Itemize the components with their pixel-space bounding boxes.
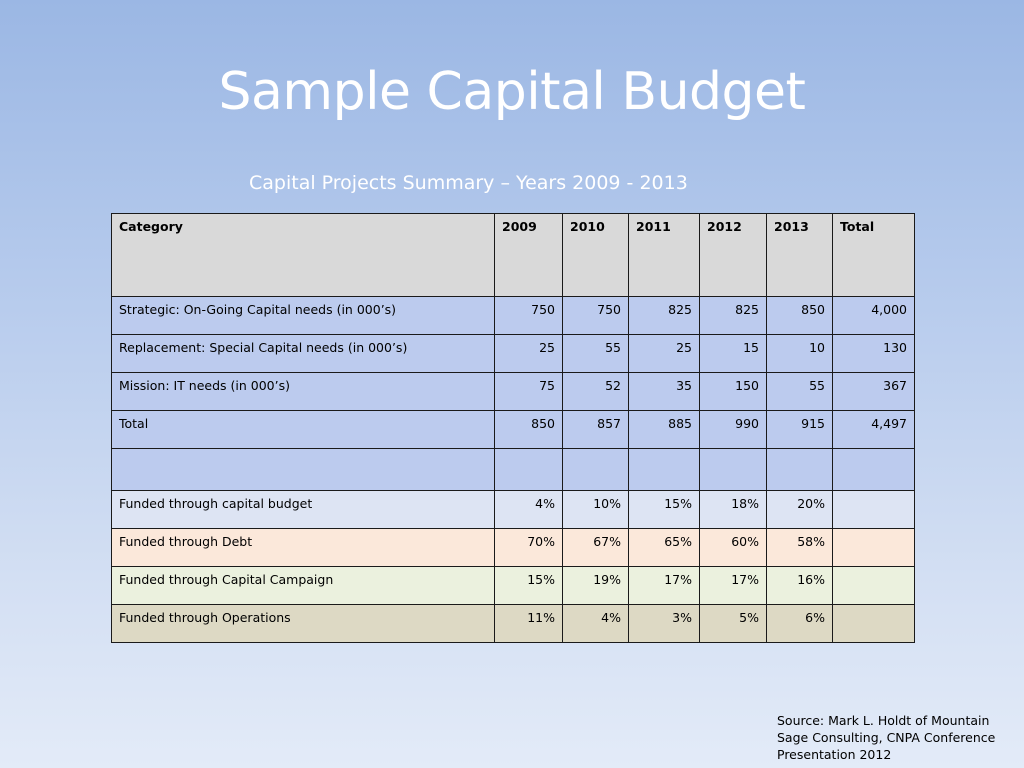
cell-2009: 75	[494, 372, 563, 411]
row-label: Strategic: On-Going Capital needs (in 00…	[111, 296, 495, 335]
cell-2011: 35	[628, 372, 700, 411]
cell-2009: 70%	[494, 528, 563, 567]
capital-budget-table: Category 2009 2010 2011 2012 2013 Total …	[111, 213, 915, 643]
slide-title: Sample Capital Budget	[218, 62, 806, 122]
cell-2010	[562, 448, 629, 491]
cell-total	[832, 448, 915, 491]
cell-total: 367	[832, 372, 915, 411]
cell-2009: 750	[494, 296, 563, 335]
row-label	[111, 448, 495, 491]
cell-2010: 857	[562, 410, 629, 449]
cell-total	[832, 528, 915, 567]
table-row-capital-budget: Funded through capital budget 4% 10% 15%…	[111, 490, 915, 529]
cell-total	[832, 566, 915, 605]
cell-2013: 6%	[766, 604, 833, 643]
source-note: Source: Mark L. Holdt of Mountain Sage C…	[777, 713, 996, 762]
cell-2010: 55	[562, 334, 629, 373]
header-2009: 2009	[494, 213, 563, 297]
table-row-total: Total 850 857 885 990 915 4,497	[111, 410, 915, 449]
row-label: Funded through Debt	[111, 528, 495, 567]
cell-2012: 15	[699, 334, 767, 373]
table-row-capital-campaign: Funded through Capital Campaign 15% 19% …	[111, 566, 915, 605]
cell-2011	[628, 448, 700, 491]
cell-2011: 885	[628, 410, 700, 449]
cell-2013: 850	[766, 296, 833, 335]
row-label: Funded through Capital Campaign	[111, 566, 495, 605]
cell-2010: 52	[562, 372, 629, 411]
cell-2012: 150	[699, 372, 767, 411]
row-label: Mission: IT needs (in 000’s)	[111, 372, 495, 411]
header-2010: 2010	[562, 213, 629, 297]
cell-2012: 5%	[699, 604, 767, 643]
row-label: Total	[111, 410, 495, 449]
cell-2009: 850	[494, 410, 563, 449]
cell-2013	[766, 448, 833, 491]
cell-2013: 20%	[766, 490, 833, 529]
cell-total	[832, 604, 915, 643]
table-row-debt: Funded through Debt 70% 67% 65% 60% 58%	[111, 528, 915, 567]
cell-2013: 915	[766, 410, 833, 449]
cell-total: 130	[832, 334, 915, 373]
table-header-row: Category 2009 2010 2011 2012 2013 Total	[111, 213, 915, 297]
slide-subtitle: Capital Projects Summary – Years 2009 - …	[249, 172, 688, 194]
cell-2012	[699, 448, 767, 491]
header-2011: 2011	[628, 213, 700, 297]
cell-2009: 11%	[494, 604, 563, 643]
header-total: Total	[832, 213, 915, 297]
cell-2011: 65%	[628, 528, 700, 567]
cell-2009: 25	[494, 334, 563, 373]
table-row: Replacement: Special Capital needs (in 0…	[111, 334, 915, 373]
cell-2011: 15%	[628, 490, 700, 529]
table-row-blank	[111, 448, 915, 491]
cell-2013: 55	[766, 372, 833, 411]
cell-2009	[494, 448, 563, 491]
cell-2012: 990	[699, 410, 767, 449]
cell-2012: 825	[699, 296, 767, 335]
table-row: Strategic: On-Going Capital needs (in 00…	[111, 296, 915, 335]
row-label: Replacement: Special Capital needs (in 0…	[111, 334, 495, 373]
table-row: Mission: IT needs (in 000’s) 75 52 35 15…	[111, 372, 915, 411]
cell-2012: 18%	[699, 490, 767, 529]
cell-2009: 4%	[494, 490, 563, 529]
cell-2013: 10	[766, 334, 833, 373]
cell-2010: 10%	[562, 490, 629, 529]
cell-2010: 67%	[562, 528, 629, 567]
cell-2012: 17%	[699, 566, 767, 605]
cell-2010: 19%	[562, 566, 629, 605]
row-label: Funded through capital budget	[111, 490, 495, 529]
cell-2011: 3%	[628, 604, 700, 643]
cell-total	[832, 490, 915, 529]
row-label: Funded through Operations	[111, 604, 495, 643]
header-category: Category	[111, 213, 495, 297]
table-row-operations: Funded through Operations 11% 4% 3% 5% 6…	[111, 604, 915, 643]
cell-total: 4,497	[832, 410, 915, 449]
cell-2010: 4%	[562, 604, 629, 643]
cell-2011: 825	[628, 296, 700, 335]
cell-2013: 16%	[766, 566, 833, 605]
header-2013: 2013	[766, 213, 833, 297]
cell-total: 4,000	[832, 296, 915, 335]
cell-2011: 25	[628, 334, 700, 373]
header-2012: 2012	[699, 213, 767, 297]
cell-2012: 60%	[699, 528, 767, 567]
cell-2011: 17%	[628, 566, 700, 605]
cell-2010: 750	[562, 296, 629, 335]
cell-2009: 15%	[494, 566, 563, 605]
cell-2013: 58%	[766, 528, 833, 567]
